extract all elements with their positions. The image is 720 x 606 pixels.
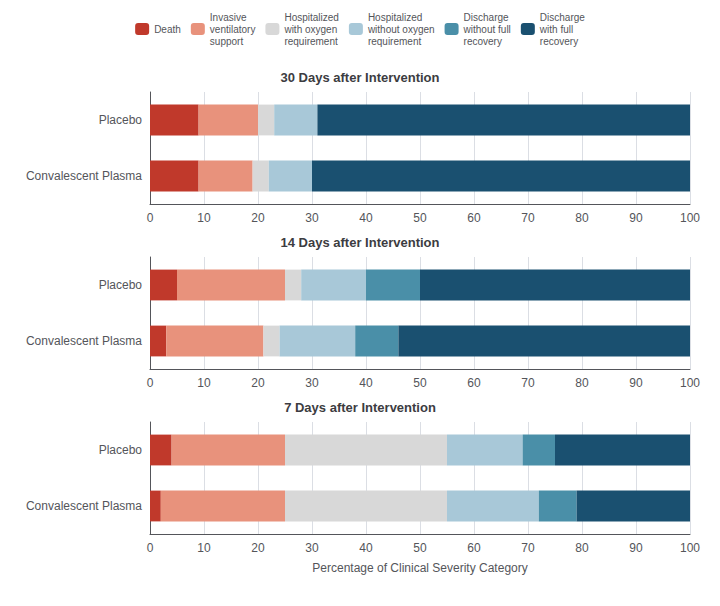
svg-text:Invasive: Invasive (210, 12, 247, 23)
svg-text:without oxygen: without oxygen (367, 24, 435, 35)
svg-text:30: 30 (305, 541, 319, 555)
svg-text:with oxygen: with oxygen (283, 24, 337, 35)
svg-text:20: 20 (251, 541, 265, 555)
svg-text:0: 0 (147, 541, 154, 555)
svg-text:Convalescent Plasma: Convalescent Plasma (26, 499, 142, 513)
svg-text:50: 50 (413, 211, 427, 225)
svg-text:80: 80 (575, 541, 589, 555)
svg-text:requirement: requirement (284, 36, 338, 47)
svg-text:requirement: requirement (368, 36, 422, 47)
svg-text:70: 70 (521, 376, 535, 390)
svg-text:7 Days after Intervention: 7 Days after Intervention (284, 400, 436, 415)
svg-text:70: 70 (521, 541, 535, 555)
svg-text:80: 80 (575, 376, 589, 390)
svg-text:20: 20 (251, 376, 265, 390)
svg-text:10: 10 (197, 376, 211, 390)
svg-text:70: 70 (521, 211, 535, 225)
svg-text:60: 60 (467, 211, 481, 225)
svg-text:90: 90 (629, 376, 643, 390)
svg-text:Placebo: Placebo (99, 113, 143, 127)
svg-text:Convalescent Plasma: Convalescent Plasma (26, 169, 142, 183)
svg-text:50: 50 (413, 541, 427, 555)
svg-text:80: 80 (575, 211, 589, 225)
svg-text:0: 0 (147, 211, 154, 225)
svg-text:30 Days after Intervention: 30 Days after Intervention (281, 70, 440, 85)
svg-text:Death: Death (154, 24, 181, 35)
svg-text:30: 30 (305, 376, 319, 390)
svg-text:90: 90 (629, 211, 643, 225)
svg-text:10: 10 (197, 211, 211, 225)
svg-text:support: support (210, 36, 244, 47)
svg-text:60: 60 (467, 541, 481, 555)
svg-text:without full: without full (463, 24, 511, 35)
svg-text:with full: with full (539, 24, 573, 35)
svg-text:14 Days after Intervention: 14 Days after Intervention (281, 235, 440, 250)
svg-text:ventilatory: ventilatory (210, 24, 256, 35)
svg-text:100: 100 (680, 211, 700, 225)
svg-text:0: 0 (147, 376, 154, 390)
svg-text:40: 40 (359, 541, 373, 555)
svg-text:50: 50 (413, 376, 427, 390)
svg-text:Discharge: Discharge (540, 12, 585, 23)
svg-text:Percentage of Clinical Severit: Percentage of Clinical Severity Category (312, 561, 527, 575)
svg-text:40: 40 (359, 376, 373, 390)
svg-text:Hospitalized: Hospitalized (284, 12, 338, 23)
svg-text:Convalescent Plasma: Convalescent Plasma (26, 334, 142, 348)
svg-text:recovery: recovery (464, 36, 502, 47)
svg-text:Placebo: Placebo (99, 443, 143, 457)
svg-text:60: 60 (467, 376, 481, 390)
svg-text:100: 100 (680, 541, 700, 555)
svg-text:30: 30 (305, 211, 319, 225)
svg-text:10: 10 (197, 541, 211, 555)
svg-text:recovery: recovery (540, 36, 578, 47)
svg-text:40: 40 (359, 211, 373, 225)
svg-text:Placebo: Placebo (99, 278, 143, 292)
svg-text:20: 20 (251, 211, 265, 225)
svg-text:Discharge: Discharge (464, 12, 509, 23)
svg-text:Hospitalized: Hospitalized (368, 12, 422, 23)
svg-text:100: 100 (680, 376, 700, 390)
svg-text:90: 90 (629, 541, 643, 555)
